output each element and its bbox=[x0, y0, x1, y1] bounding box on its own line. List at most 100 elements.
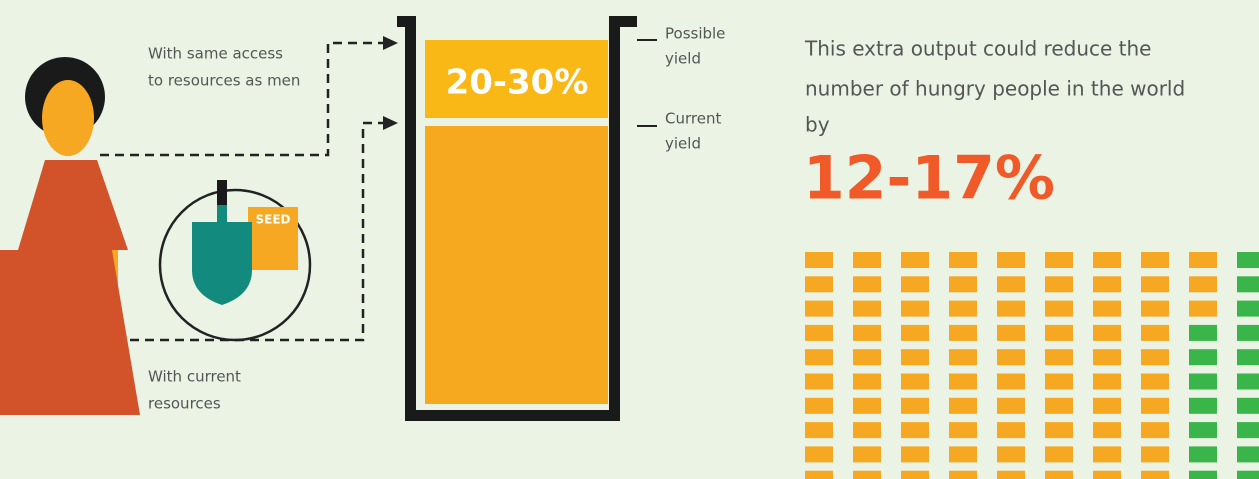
person-square bbox=[853, 397, 881, 414]
person-square bbox=[1237, 324, 1259, 341]
person-square bbox=[949, 276, 977, 293]
person-square bbox=[1093, 276, 1121, 293]
person-square bbox=[1141, 300, 1169, 317]
person-square bbox=[1045, 324, 1073, 341]
person-square bbox=[997, 300, 1025, 317]
person-square bbox=[1237, 349, 1259, 366]
person-square bbox=[853, 446, 881, 463]
person-square bbox=[949, 349, 977, 366]
person-square bbox=[805, 300, 833, 317]
person-square bbox=[901, 373, 929, 390]
person-square bbox=[949, 324, 977, 341]
person-square bbox=[1093, 324, 1121, 341]
person-square bbox=[1141, 349, 1169, 366]
person-square bbox=[1237, 252, 1259, 268]
person-square bbox=[901, 324, 929, 341]
tools-icon: SEED bbox=[158, 180, 312, 342]
person-square bbox=[901, 276, 929, 293]
person-square bbox=[901, 349, 929, 366]
person-square bbox=[901, 397, 929, 414]
person-square bbox=[949, 446, 977, 463]
person-square bbox=[1141, 397, 1169, 414]
person-square bbox=[1045, 349, 1073, 366]
person-square bbox=[1093, 470, 1121, 479]
person-square bbox=[1237, 300, 1259, 317]
people-grid bbox=[805, 252, 1259, 479]
person-square bbox=[853, 324, 881, 341]
person-square bbox=[997, 422, 1025, 439]
current-label: Current bbox=[665, 110, 721, 128]
person-square bbox=[1045, 422, 1073, 439]
seed-label: SEED bbox=[256, 213, 291, 227]
same-access-label: With same access bbox=[148, 45, 283, 63]
person-square bbox=[1237, 470, 1259, 479]
person-square bbox=[1141, 422, 1169, 439]
person-square bbox=[1093, 252, 1121, 268]
person-square bbox=[1045, 252, 1073, 268]
person-square bbox=[805, 349, 833, 366]
person-square bbox=[1189, 422, 1217, 439]
arrow-head bbox=[383, 36, 398, 50]
person-square bbox=[853, 276, 881, 293]
person-square bbox=[901, 470, 929, 479]
person-square bbox=[805, 324, 833, 341]
person-square bbox=[1141, 324, 1169, 341]
current-resources-label: resources bbox=[148, 395, 221, 413]
person-square bbox=[805, 422, 833, 439]
person-square bbox=[1045, 470, 1073, 479]
person-square bbox=[805, 373, 833, 390]
person-square bbox=[1093, 422, 1121, 439]
impact-text: by bbox=[805, 113, 830, 137]
person-square bbox=[949, 422, 977, 439]
person-square bbox=[1093, 397, 1121, 414]
person-square bbox=[1141, 446, 1169, 463]
person-square bbox=[1141, 470, 1169, 479]
person-square bbox=[997, 276, 1025, 293]
person-square bbox=[997, 446, 1025, 463]
person-square bbox=[1093, 300, 1121, 317]
person-square bbox=[1237, 373, 1259, 390]
person-square bbox=[997, 324, 1025, 341]
person-square bbox=[805, 397, 833, 414]
woman-figure bbox=[0, 57, 140, 415]
person-square bbox=[997, 349, 1025, 366]
person-square bbox=[949, 300, 977, 317]
possible-label: Possible bbox=[665, 25, 725, 43]
person-square bbox=[1189, 252, 1217, 268]
current-resources-label: With current bbox=[148, 368, 241, 386]
person-square bbox=[1141, 276, 1169, 293]
person-square bbox=[949, 470, 977, 479]
person-square bbox=[997, 373, 1025, 390]
person-square bbox=[1141, 373, 1169, 390]
impact-text: This extra output could reduce the bbox=[804, 37, 1151, 61]
person-square bbox=[1189, 349, 1217, 366]
person-square bbox=[1189, 446, 1217, 463]
possible-yield-block bbox=[425, 40, 608, 118]
gain-label: 20-30% bbox=[446, 63, 589, 103]
person-square bbox=[1189, 324, 1217, 341]
person-square bbox=[805, 446, 833, 463]
person-square bbox=[901, 446, 929, 463]
person-square bbox=[853, 349, 881, 366]
person-square bbox=[901, 300, 929, 317]
person-square bbox=[853, 470, 881, 479]
person-square bbox=[1189, 397, 1217, 414]
person-square bbox=[997, 397, 1025, 414]
person-square bbox=[997, 470, 1025, 479]
person-square bbox=[1237, 397, 1259, 414]
person-square bbox=[949, 373, 977, 390]
person-square bbox=[805, 470, 833, 479]
person-square bbox=[1045, 300, 1073, 317]
person-square bbox=[853, 252, 881, 268]
person-square bbox=[1045, 373, 1073, 390]
person-square bbox=[1093, 373, 1121, 390]
person-square bbox=[1093, 349, 1121, 366]
person-square bbox=[1045, 446, 1073, 463]
person-square bbox=[1237, 422, 1259, 439]
arrow-head bbox=[383, 116, 398, 130]
reduction-label: 12-17% bbox=[803, 144, 1055, 214]
dashed-connectors bbox=[100, 41, 385, 342]
person-square bbox=[901, 422, 929, 439]
